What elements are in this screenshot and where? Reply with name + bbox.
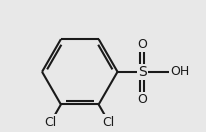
Text: Cl: Cl — [103, 116, 115, 129]
Text: O: O — [137, 93, 147, 106]
Text: Cl: Cl — [45, 116, 57, 129]
Text: O: O — [137, 38, 147, 51]
Text: OH: OH — [170, 65, 189, 78]
Text: S: S — [138, 65, 146, 79]
